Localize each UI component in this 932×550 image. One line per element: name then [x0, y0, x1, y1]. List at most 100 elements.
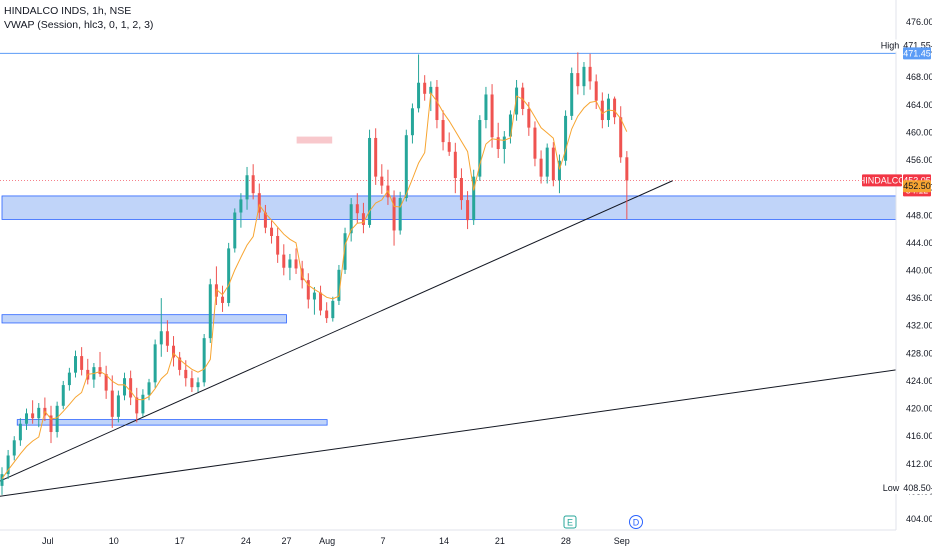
price-tick-label: 444.00: [906, 238, 932, 248]
candle-body: [178, 357, 182, 370]
candle-body: [527, 108, 531, 128]
candle-body: [18, 423, 22, 441]
time-axis[interactable]: Jul 10 17 24 27 Aug 7 14 21 28 Sep: [0, 529, 896, 546]
candle-body: [0, 474, 4, 486]
candle: [337, 264, 341, 306]
candle: [288, 253, 292, 281]
candle-body: [355, 204, 359, 214]
candle: [74, 350, 78, 378]
candle: [539, 150, 543, 184]
candle-body: [484, 94, 488, 121]
candle: [80, 347, 84, 376]
candle-body: [319, 292, 323, 311]
candle-body: [67, 372, 71, 386]
candle-body: [380, 176, 384, 186]
candle-body: [398, 198, 402, 231]
candle-body: [55, 405, 59, 433]
candle: [110, 375, 114, 428]
candle: [165, 320, 169, 352]
candle-body: [423, 82, 427, 94]
candle-body: [116, 395, 120, 417]
candle: [178, 351, 182, 376]
candle-body: [165, 331, 169, 346]
resistance-zone: [296, 136, 333, 144]
candle-body: [233, 212, 237, 249]
symbol-title[interactable]: HINDALCO INDS, 1h, NSE: [4, 5, 132, 17]
candle: [466, 191, 470, 230]
candle-body: [104, 374, 108, 391]
candle-body: [447, 142, 451, 152]
price-axis[interactable]: 404.00408.00412.00416.00420.00424.00428.…: [895, 0, 932, 530]
candle: [196, 377, 200, 392]
symbol-tag-bg: [862, 174, 902, 187]
candle-body: [312, 292, 316, 300]
candle: [619, 106, 623, 163]
candle: [245, 166, 249, 210]
candle: [159, 298, 163, 357]
chart-legend: HINDALCO INDS, 1h, NSE VWAP (Session, hl…: [4, 4, 153, 32]
candle-body: [123, 378, 127, 396]
candle: [551, 142, 555, 187]
candle-body: [6, 455, 10, 475]
candle-body: [135, 397, 139, 414]
candle: [276, 227, 280, 263]
dividend-marker-icon[interactable]: D: [629, 515, 643, 529]
candle-body: [466, 200, 470, 221]
candle: [570, 67, 574, 121]
price-tick-label: 460.00: [906, 127, 932, 137]
candle-body: [110, 390, 114, 417]
candle: [447, 132, 451, 156]
indicator-title[interactable]: VWAP (Session, hlc3, 0, 1, 2, 3): [4, 19, 154, 31]
time-tick-label: 21: [495, 536, 505, 546]
candle: [325, 302, 329, 323]
vwap-value-tag-bg: [903, 180, 931, 193]
candle: [221, 285, 225, 312]
low-label-bg: [880, 481, 902, 494]
candle-body: [521, 87, 525, 109]
candle: [67, 367, 71, 391]
symbol-tag: HINDALCO: [859, 174, 905, 187]
low-label: Low: [880, 481, 902, 494]
candle: [233, 208, 237, 253]
candle-body: [282, 254, 286, 268]
candle-body: [74, 356, 78, 373]
price-tick-label: 440.00: [906, 266, 932, 276]
candle: [312, 287, 316, 315]
time-tick-label: 17: [175, 536, 185, 546]
candle: [484, 86, 488, 129]
candle-body: [472, 176, 476, 221]
candle-body: [551, 147, 555, 181]
price-tick-label: 424.00: [906, 376, 932, 386]
price-tick-label: 416.00: [906, 431, 932, 441]
candle-body: [31, 413, 35, 419]
candle: [135, 387, 139, 423]
candle: [380, 164, 384, 194]
candle: [227, 242, 231, 307]
price-tick-label: 468.00: [906, 72, 932, 82]
candle-body: [257, 193, 261, 213]
candle: [31, 400, 35, 424]
candle: [104, 365, 108, 399]
earnings-marker-icon[interactable]: E: [563, 515, 577, 529]
low-value-bg: [903, 481, 931, 494]
candle-body: [98, 367, 102, 375]
candle-body: [294, 259, 298, 269]
candle: [86, 358, 90, 385]
candle: [374, 128, 378, 185]
high-line-value: 471.45: [903, 47, 931, 60]
candle: [349, 198, 353, 242]
candle-body: [502, 136, 506, 150]
candle-body: [172, 345, 176, 358]
candle-body: [61, 385, 65, 406]
candle: [582, 62, 586, 96]
time-tick-label: Aug: [319, 536, 335, 546]
candle: [55, 401, 59, 438]
candle-body: [508, 114, 512, 137]
candle: [490, 84, 494, 148]
candle: [282, 244, 286, 276]
time-tick-label: 24: [241, 536, 251, 546]
candle-body: [25, 413, 29, 424]
candle: [294, 248, 298, 274]
